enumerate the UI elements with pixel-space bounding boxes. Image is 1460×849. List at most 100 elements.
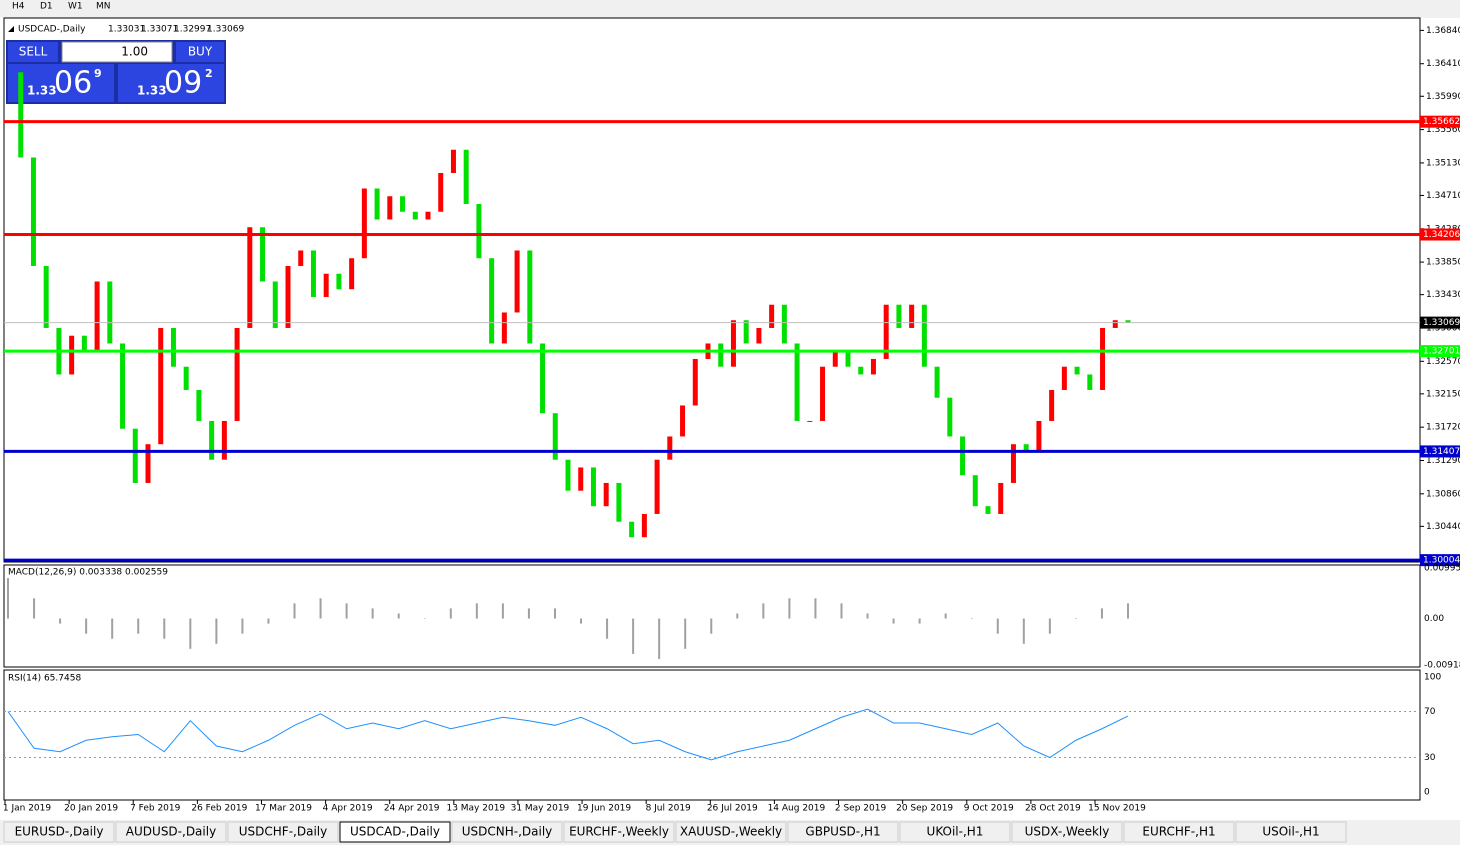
x-tick-label: 20 Jan 2019 [64, 804, 118, 814]
timeframe-button[interactable]: D1 [40, 2, 53, 12]
candle [540, 343, 546, 414]
macd-bar [918, 618, 921, 624]
bid-box[interactable] [8, 64, 114, 102]
symbol-tab[interactable]: USDX-,Weekly [1011, 821, 1123, 843]
symbol-tab[interactable]: UKOil-,H1 [899, 821, 1011, 843]
timeframe-button[interactable]: H4 [12, 2, 25, 12]
candle [692, 358, 698, 406]
bid-big: 1.33 [27, 84, 57, 98]
candle [781, 304, 787, 344]
candle [641, 513, 647, 538]
macd-bar [580, 618, 583, 624]
buy-button[interactable] [176, 42, 224, 62]
timeframe-button[interactable]: MN [96, 2, 111, 12]
x-tick-label: 8 Jul 2019 [646, 804, 691, 814]
symbol-tab[interactable]: GBPUSD-,H1 [787, 821, 899, 843]
timeframe-button[interactable]: W1 [68, 2, 83, 12]
candle [18, 72, 24, 158]
lot-input[interactable] [61, 41, 173, 63]
ohlc-value: 1.33031 [108, 25, 145, 35]
candle [336, 273, 342, 290]
symbol-tab[interactable]: USDCHF-,Daily [227, 821, 339, 843]
candle [921, 304, 927, 367]
candle [1061, 366, 1067, 390]
tab-label: EURCHF-,H1 [1142, 825, 1215, 839]
candle [209, 420, 215, 460]
level-label: 1.31407 [1423, 447, 1460, 457]
ask-box[interactable] [118, 64, 224, 102]
x-tick-label: 20 Sep 2019 [896, 804, 953, 814]
ask-frac: 2 [205, 67, 213, 80]
icon [8, 26, 14, 32]
tab-bg [339, 821, 451, 843]
candle [349, 258, 355, 290]
symbol-tab[interactable]: XAUUSD-,Weekly [675, 821, 787, 843]
y-tick-label: 1.36410 [1426, 59, 1460, 69]
symbol-tab[interactable]: USDCNH-,Daily [451, 821, 563, 843]
symbol-tab[interactable]: EURUSD-,Daily [3, 821, 115, 843]
candle [489, 258, 495, 344]
x-tick-label: 26 Jul 2019 [707, 804, 758, 814]
candle [743, 320, 749, 344]
ask-big: 1.33 [137, 84, 167, 98]
candle [985, 506, 991, 514]
candle [260, 227, 266, 282]
tab-bg [899, 821, 1011, 843]
symbol-tab[interactable]: EURCHF-,Weekly [563, 821, 675, 843]
symbol-tab[interactable]: USDCAD-,Daily [339, 821, 451, 843]
candle [1112, 320, 1118, 328]
bid-pips: 06 [54, 66, 92, 101]
current-price-label: 1.33069 [1423, 318, 1460, 328]
rsi-tick-label: 70 [1424, 707, 1436, 717]
candle [1074, 366, 1080, 375]
y-tick-label: 1.33850 [1426, 258, 1460, 268]
tab-label: EURCHF-,Weekly [569, 825, 669, 839]
candle [272, 281, 278, 328]
trade-panel: SELL 1.00 BUY 1.33 06 9 1.33 09 2 [6, 40, 226, 104]
y-tick-label: 1.35990 [1426, 92, 1460, 102]
macd-bar [1074, 618, 1077, 620]
rsi-tick-label: 30 [1424, 753, 1436, 763]
current-price-box [1420, 316, 1460, 329]
candle [667, 436, 673, 460]
y-tick-label: 1.35560 [1426, 125, 1460, 135]
y-tick-label: 1.30440 [1426, 522, 1460, 532]
candle [81, 335, 87, 352]
x-tick-label: 17 Mar 2019 [255, 804, 312, 814]
macd-bar [866, 613, 869, 619]
candle [730, 320, 736, 367]
candle [1049, 389, 1055, 421]
macd-bar [944, 613, 947, 619]
level-box [1420, 115, 1460, 128]
candle [438, 172, 444, 212]
macd-tick-label: 0.00 [1424, 614, 1444, 624]
candle [603, 482, 609, 507]
candle [247, 227, 253, 328]
candle [845, 351, 851, 367]
candle [1023, 444, 1029, 452]
candle [323, 273, 329, 297]
symbol-tab[interactable]: AUDUSD-,Daily [115, 821, 227, 843]
symbol-tab[interactable]: USOil-,H1 [1235, 821, 1347, 843]
candle [972, 475, 978, 507]
macd-bar [137, 618, 140, 634]
macd-tick-label: 0.009957 [1424, 564, 1460, 574]
rsi-tick-label: 100 [1424, 673, 1441, 683]
candle [400, 196, 406, 212]
candle [374, 188, 380, 220]
sell-button[interactable] [8, 42, 58, 62]
symbol-tab[interactable]: EURCHF-,H1 [1123, 821, 1235, 843]
candle [1125, 320, 1131, 323]
level-box [1420, 228, 1460, 241]
candle [1036, 420, 1042, 452]
candle [183, 366, 189, 390]
macd-bar [501, 603, 504, 619]
macd-bar [267, 618, 270, 624]
candle [221, 420, 227, 460]
macd-bar [840, 603, 843, 619]
macd-bar [710, 618, 713, 634]
candle [1100, 327, 1106, 390]
candle [145, 444, 151, 483]
buy-label: BUY [188, 45, 213, 59]
